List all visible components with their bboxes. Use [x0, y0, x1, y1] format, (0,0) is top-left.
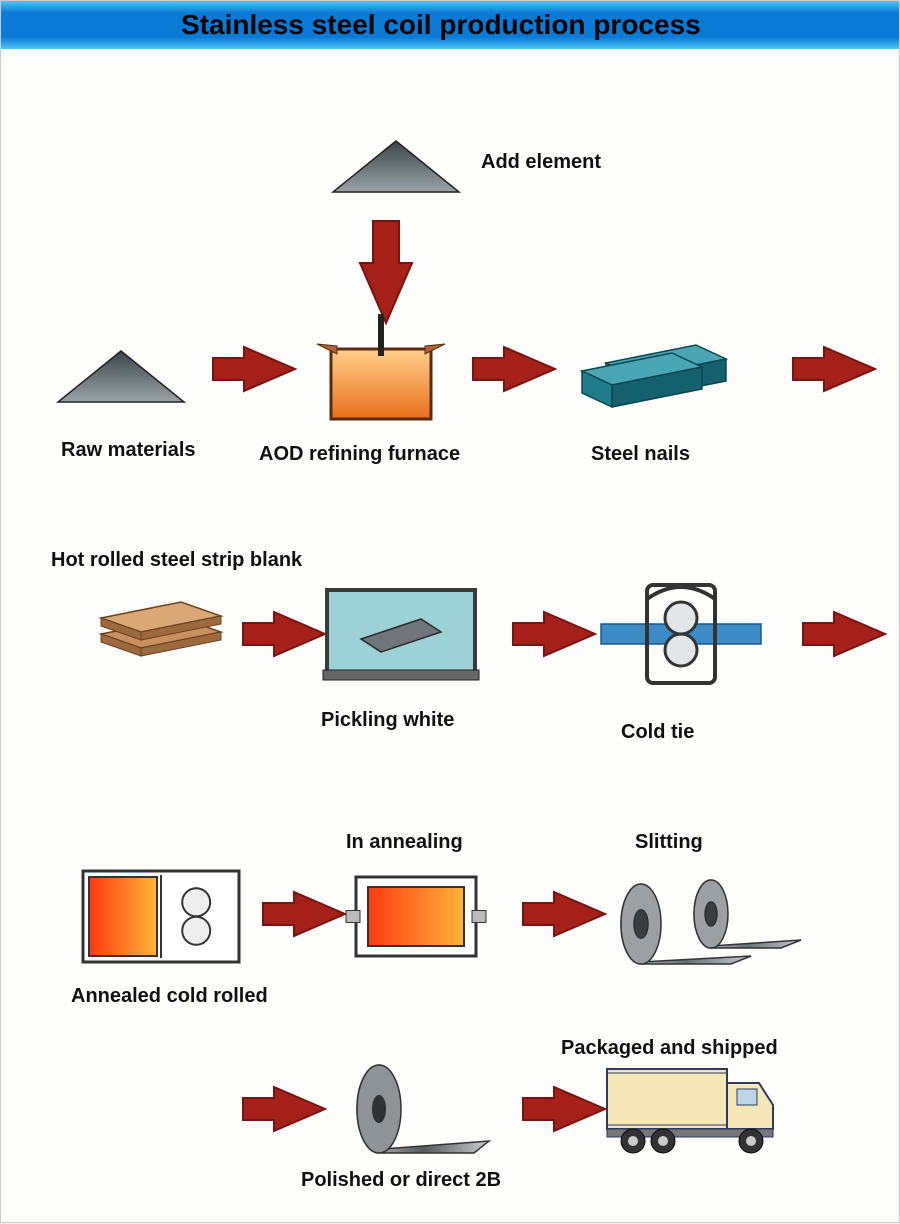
label-slitting: Slitting	[635, 831, 703, 854]
label-aod: AOD refining furnace	[259, 443, 460, 466]
arrow-10	[521, 1083, 611, 1135]
coils-icon	[601, 864, 801, 974]
label-polished: Polished or direct 2B	[301, 1169, 501, 1192]
label-in_annealing: In annealing	[346, 831, 463, 854]
diagram-canvas: Add element Raw materials AOD refining fur…	[1, 49, 900, 1224]
arrow-7	[261, 888, 351, 940]
label-annealed_cold: Annealed cold rolled	[71, 985, 268, 1008]
coldtie-icon	[601, 579, 761, 689]
arrow-9	[241, 1083, 331, 1135]
furnace-icon	[311, 314, 451, 424]
pile-top-icon	[331, 139, 461, 194]
label-steel_nails: Steel nails	[591, 443, 690, 466]
arrow-0	[358, 219, 414, 329]
label-cold_tie: Cold tie	[621, 721, 694, 744]
arrow-4	[241, 608, 331, 660]
page: Stainless steel coil production process …	[0, 0, 900, 1223]
billets-icon	[576, 339, 746, 419]
truck-icon	[601, 1059, 801, 1159]
coil-single-icon	[331, 1059, 491, 1159]
arrow-1	[211, 343, 301, 395]
arrow-3	[791, 343, 881, 395]
label-pickling: Pickling white	[321, 709, 454, 732]
arrow-8	[521, 888, 611, 940]
arrow-6	[801, 608, 891, 660]
pile-left-icon	[56, 349, 186, 404]
label-raw_materials: Raw materials	[61, 439, 196, 462]
sheets-icon	[91, 594, 231, 674]
label-add_element: Add element	[481, 151, 601, 174]
label-hot_rolled: Hot rolled steel strip blank	[51, 549, 302, 572]
pickling-icon	[321, 584, 481, 684]
arrow-2	[471, 343, 561, 395]
label-packaged: Packaged and shipped	[561, 1037, 778, 1060]
page-title: Stainless steel coil production process	[181, 9, 701, 41]
arrow-5	[511, 608, 601, 660]
anneal2-icon	[346, 869, 486, 964]
anneal1-icon	[81, 869, 241, 964]
header-bar: Stainless steel coil production process	[1, 1, 899, 49]
